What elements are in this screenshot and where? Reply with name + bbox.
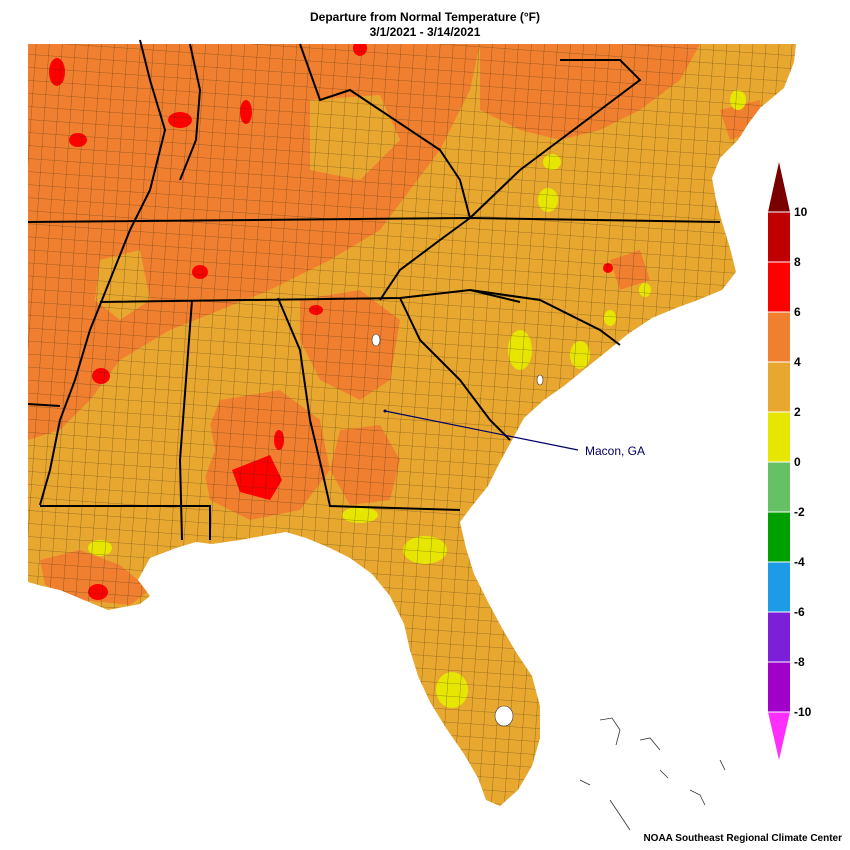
legend-tick-label: 4 (794, 355, 801, 369)
legend-arrow-bottom (768, 712, 790, 760)
legend-bin (768, 562, 790, 612)
legend-bin (768, 262, 790, 312)
legend-tick-label: 6 (794, 305, 801, 319)
legend-tick-label: -6 (794, 605, 805, 619)
legend-bin (768, 662, 790, 712)
legend-tick-label: -2 (794, 505, 805, 519)
legend-tick-label: -10 (794, 705, 812, 719)
legend-tick-label: -8 (794, 655, 805, 669)
legend-bin (768, 412, 790, 462)
legend-arrow-top (768, 162, 790, 212)
caribbean-islands (579, 717, 726, 831)
legend-bin (768, 462, 790, 512)
credit-text: NOAA Southeast Regional Climate Center (643, 833, 842, 844)
legend-bin (768, 362, 790, 412)
legend-bin (768, 512, 790, 562)
macon-label: Macon, GA (585, 444, 645, 458)
legend-tick-label: 8 (794, 255, 801, 269)
macon-marker (383, 409, 387, 413)
legend-bin (768, 212, 790, 262)
legend-tick-label: 2 (794, 405, 801, 419)
macon-leader-line (384, 410, 579, 451)
legend-tick-label: 0 (794, 455, 801, 469)
legend-bin (768, 612, 790, 662)
legend-tick-label: 10 (794, 205, 808, 219)
state-borders (27, 39, 721, 541)
lakes (371, 333, 544, 727)
legend-tick-label: -4 (794, 555, 805, 569)
map-title: Departure from Normal Temperature (°F) (310, 10, 540, 24)
map-date-range: 3/1/2021 - 3/14/2021 (369, 25, 481, 39)
legend-colorbar (768, 162, 790, 760)
legend-bin (768, 312, 790, 362)
